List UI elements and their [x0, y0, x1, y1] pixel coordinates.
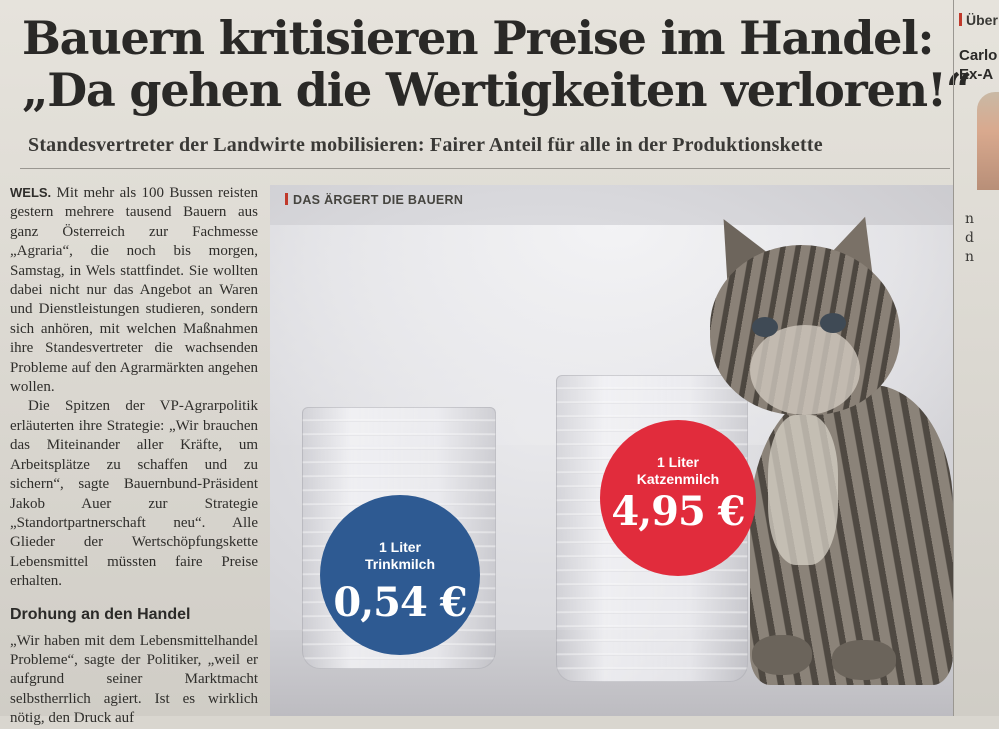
kitten-paw-left: [752, 635, 812, 675]
right-tag-accent-bar: [959, 13, 962, 26]
right-column: Über Carlo Ex-A n d n: [955, 0, 999, 716]
badge-red-price: 4,95 €: [611, 488, 745, 535]
price-badge-trinkmilch: 1 Liter Trinkmilch 0,54 €: [320, 495, 480, 655]
badge-blue-line-2: Trinkmilch: [364, 556, 436, 572]
headline-line-2: „Da gehen die Wertigkeiten verloren!“: [22, 63, 972, 117]
right-name-line-2: Ex-A: [959, 66, 994, 83]
badge-blue-caption: 1 Liter Trinkmilch: [320, 539, 480, 573]
kitten-eye-left: [752, 317, 778, 337]
kitten-eye-right: [820, 313, 846, 333]
crosshead: Drohung an den Handel: [10, 605, 191, 623]
photo-label: DAS ÄRGERT DIE BAUERN: [285, 193, 463, 207]
article-paragraph-3: „Wir haben mit dem Lebensmittelhandel Pr…: [10, 632, 258, 727]
article-column: WELS. Mit mehr als 100 Bussen reisten ge…: [10, 183, 258, 729]
right-text-line-2: d: [965, 230, 974, 246]
right-text-line-3: n: [965, 249, 975, 265]
dateline: WELS.: [10, 185, 52, 200]
kitten-face: [750, 325, 860, 415]
price-badge-katzenmilch: 1 Liter Katzenmilch 4,95 €: [600, 420, 756, 576]
right-text-line-1: n: [965, 211, 975, 227]
portrait-photo: [977, 92, 999, 190]
right-tag-text: Über: [966, 12, 998, 28]
badge-blue-line-1: 1 Liter: [378, 539, 421, 555]
photo-label-text: DAS ÄRGERT DIE BAUERN: [293, 193, 464, 207]
kitten-paw-right: [832, 640, 896, 680]
headline-line-1: Bauern kritisieren Preise im Handel:: [22, 11, 935, 65]
badge-red-line-1: 1 Liter: [656, 454, 699, 470]
badge-blue-price: 0,54 €: [333, 579, 467, 626]
right-column-tag: Über: [959, 12, 998, 28]
label-accent-bar: [285, 193, 288, 205]
right-name-line-1: Carlo: [959, 47, 998, 64]
right-column-name: Carlo Ex-A: [959, 46, 997, 84]
article-paragraph-1: WELS. Mit mehr als 100 Bussen reisten ge…: [10, 183, 258, 397]
kitten-milk-photo: DAS ÄRGERT DIE BAUERN 1 Liter Trinkmilch…: [270, 185, 953, 716]
article-paragraph-2: Die Spitzen der VP-Agrarpolitik erläuter…: [10, 398, 258, 590]
kitten: [690, 204, 953, 685]
headline: Bauern kritisieren Preise im Handel: „Da…: [22, 11, 972, 117]
right-column-text: n d n: [965, 210, 974, 267]
kitten-chest: [768, 415, 838, 565]
badge-red-caption: 1 Liter Katzenmilch: [600, 454, 756, 488]
article-paragraph-1-text: Mit mehr als 100 Bussen reisten gestern …: [10, 185, 258, 396]
badge-red-line-2: Katzenmilch: [636, 471, 720, 487]
divider: [20, 168, 950, 169]
column-divider: [953, 0, 954, 716]
subheadline: Standesvertreter der Landwirte mobilisie…: [28, 134, 823, 156]
